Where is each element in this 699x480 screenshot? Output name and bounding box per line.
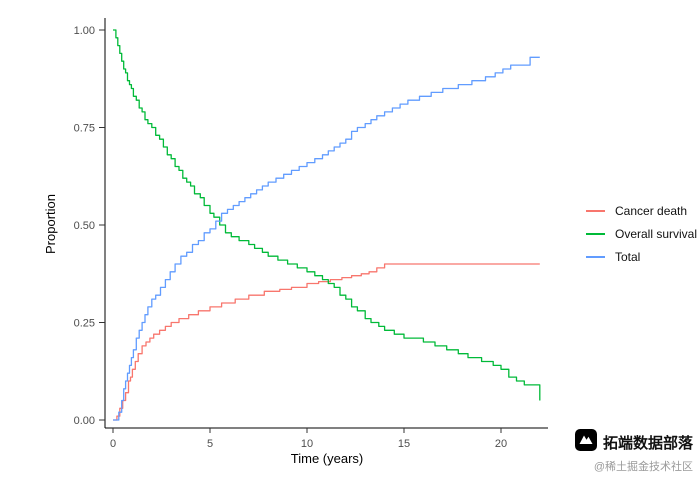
watermark-row: 拓端数据部落 [574, 429, 693, 456]
legend-swatch-total [586, 255, 605, 258]
watermark-subtitle: @稀土掘金技术社区 [593, 461, 693, 473]
legend: Cancer death Overall survival Total [586, 199, 697, 268]
legend-label-cancer-death: Cancer death [615, 203, 688, 218]
watermark: 拓端数据部落 @稀土掘金技术社区 [574, 429, 693, 474]
y-tick-label: 1.00 [74, 25, 95, 37]
legend-label-total: Total [615, 249, 641, 264]
series-line-overall-survival [113, 29, 541, 401]
series-line-total [113, 56, 540, 421]
y-tick-label: 0.50 [74, 220, 95, 232]
survival-chart: Time (years) Proportion 0 5 10 15 20 0.00 0.25… [43, 18, 548, 466]
x-tick-label: 0 [110, 438, 116, 450]
legend-swatch-cancer-death [586, 209, 605, 212]
watermark-title: 拓端数据部落 [602, 435, 693, 452]
legend-label-overall-survival: Overall survival [615, 226, 698, 241]
y-tick-label: 0.00 [74, 415, 95, 427]
legend-item-cancer-death: Cancer death [586, 199, 697, 222]
series-line-cancer-death [113, 263, 540, 421]
legend-swatch-overall-survival [586, 232, 605, 235]
x-tick-label: 5 [207, 438, 213, 450]
legend-item-overall-survival: Overall survival [586, 222, 697, 245]
y-tick-label: 0.25 [74, 318, 95, 330]
x-tick-label: 10 [301, 438, 313, 450]
x-axis-title: Time (years) [291, 451, 363, 466]
y-axis-title: Proportion [43, 194, 58, 254]
y-tick-label: 0.75 [74, 123, 95, 135]
legend-item-total: Total [586, 245, 697, 268]
x-tick-label: 15 [398, 438, 410, 450]
mountain-logo-icon [574, 429, 597, 456]
x-tick-label: 20 [495, 438, 507, 450]
